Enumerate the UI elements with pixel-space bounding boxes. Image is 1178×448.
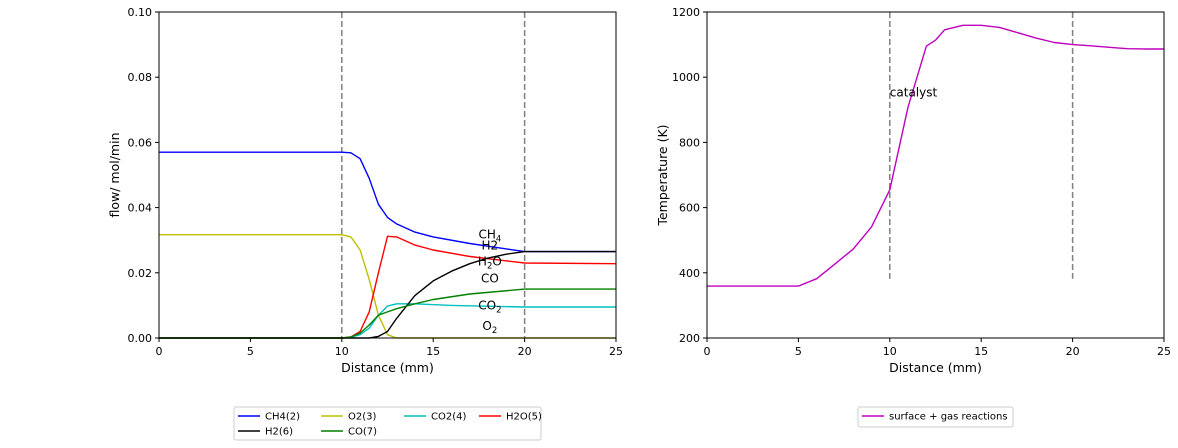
plot-frame: [158, 11, 617, 339]
legend-label: CO(7): [348, 427, 377, 438]
series-line-co-7-: [159, 288, 616, 339]
legend-box: [233, 406, 542, 441]
legend-label: CO2(4): [431, 412, 466, 423]
legend-label: H2O(5): [506, 412, 542, 423]
chart-legend-temp: surface + gas reactions: [857, 406, 1014, 428]
x-tick-label: 10: [335, 345, 349, 358]
y-tick-label: 0.04: [128, 202, 153, 215]
y-tick-label: 0.02: [128, 267, 153, 280]
plot-frame: [706, 11, 1165, 339]
y-axis-label: flow/ mol/min: [107, 132, 122, 217]
x-axis-label: Distance (mm): [341, 360, 434, 375]
series-annotation: H2: [482, 238, 499, 252]
x-tick-label: 15: [426, 345, 440, 358]
series-line-co2-4-: [159, 303, 616, 339]
series-annotation: catalyst: [890, 85, 938, 99]
y-tick-label: 200: [679, 332, 700, 345]
chart-panel-temp: 0 5 10 15 20 25 200 400 600 800 1000 1200 Distance (…: [655, 6, 1171, 375]
x-tick-label: 15: [974, 345, 988, 358]
y-tick-label: 1200: [672, 6, 700, 19]
series-line-surface-gas-reactions: [707, 24, 1164, 287]
legend-label: H2(6): [265, 427, 293, 438]
x-tick-label: 0: [704, 345, 711, 358]
x-tick-label: 20: [518, 345, 532, 358]
x-tick-label: 5: [247, 345, 254, 358]
series-annotation: H2O: [478, 255, 502, 272]
x-tick-label: 5: [795, 345, 802, 358]
series-line-h2-6-: [159, 250, 616, 339]
legend-label: surface + gas reactions: [889, 412, 1008, 423]
y-tick-label: 400: [679, 267, 700, 280]
y-tick-label: 1000: [672, 71, 700, 84]
y-tick-label: 800: [679, 136, 700, 149]
x-tick-label: 0: [156, 345, 163, 358]
series-annotation: CO: [481, 272, 499, 286]
x-tick-label: 25: [609, 345, 623, 358]
y-tick-label: 0.00: [128, 332, 153, 345]
series-annotation: O2: [482, 319, 497, 336]
series-annotation: CO2: [478, 298, 501, 315]
x-tick-label: 20: [1066, 345, 1080, 358]
chart-legend-flow: CH4(2) O2(3) CO2(4) H2O(5) H2(6) CO(7): [233, 406, 542, 441]
y-axis-label: Temperature (K): [655, 124, 670, 226]
series-annotation: CH4: [478, 228, 501, 245]
legend-label: CH4(2): [265, 412, 300, 423]
y-tick-label: 0.06: [128, 136, 153, 149]
legend-box: [857, 406, 1014, 428]
y-tick-label: 0.10: [128, 6, 153, 19]
y-tick-label: 0.08: [128, 71, 153, 84]
x-tick-label: 10: [883, 345, 897, 358]
y-tick-label: 600: [679, 202, 700, 215]
x-tick-label: 25: [1157, 345, 1171, 358]
legend-label: O2(3): [348, 412, 376, 423]
chart-panel-flow: 0 5 10 15 20 25 0.00 0.02 0.04 0.06 0.08 0.10 Distan…: [107, 6, 623, 375]
series-line-ch4-2-: [159, 151, 616, 253]
x-axis-label: Distance (mm): [889, 360, 982, 375]
series-line-o2-3-: [159, 233, 616, 339]
